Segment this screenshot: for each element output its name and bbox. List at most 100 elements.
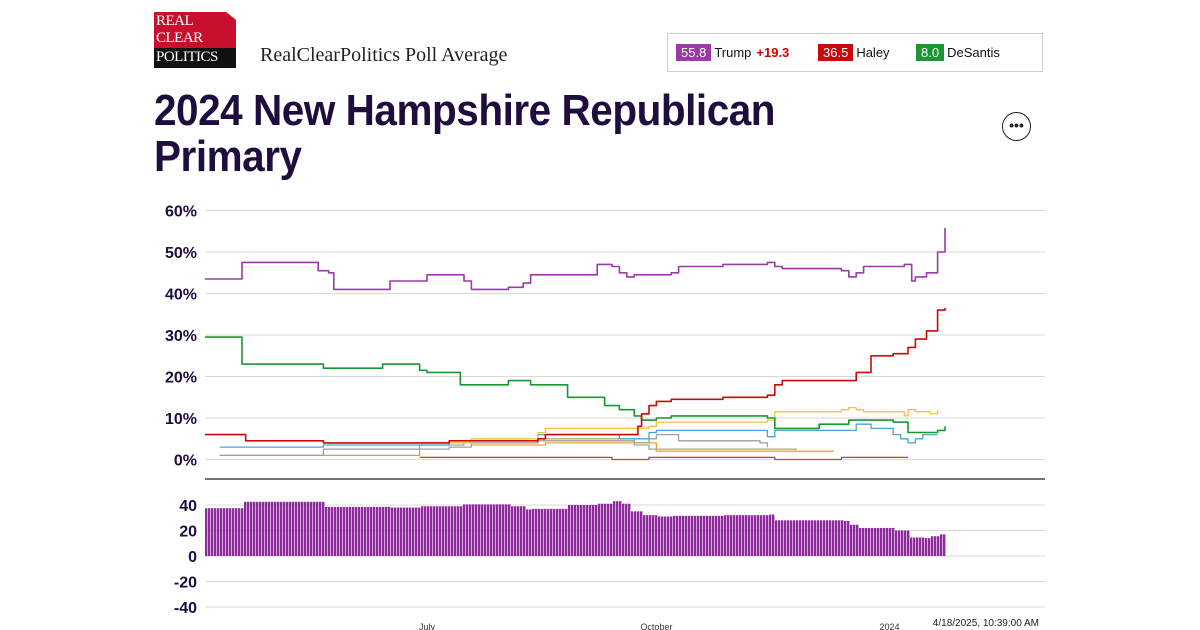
spread-bar — [859, 527, 862, 556]
spread-bar — [268, 501, 271, 556]
spread-bar — [577, 505, 580, 556]
spread-bar — [262, 501, 265, 556]
more-options-button[interactable]: ••• — [1002, 112, 1031, 141]
legend-desantis[interactable]: 8.0 DeSantis — [916, 44, 1000, 61]
legend-trump[interactable]: 55.8 Trump +19.3 — [676, 44, 789, 61]
spread-bar — [544, 508, 547, 556]
spread-bar — [862, 527, 865, 556]
spread-bar — [916, 537, 919, 556]
spread-bar — [757, 515, 760, 556]
series-line-desantis[interactable] — [205, 336, 946, 434]
spread-bar — [430, 506, 433, 556]
spread-bar — [880, 527, 883, 556]
spread-bar — [463, 504, 466, 556]
spread-bar — [691, 515, 694, 556]
spread-bar — [472, 504, 475, 556]
series-line-burgum[interactable] — [419, 442, 834, 452]
spread-bar — [850, 524, 853, 556]
spread-bar — [526, 509, 529, 556]
spread-bar — [808, 520, 811, 556]
spread-bar — [559, 508, 562, 556]
spread-bar — [520, 506, 523, 556]
spread-bar — [631, 511, 634, 556]
spread-bar — [730, 515, 733, 556]
series-line-christie[interactable] — [419, 406, 939, 444]
spread-bar — [388, 506, 391, 556]
spread-bar — [238, 508, 241, 556]
spread-bar — [556, 508, 559, 556]
spread-bar — [919, 537, 922, 556]
spread-bar — [796, 520, 799, 556]
spread-bar — [478, 504, 481, 556]
spread-bar — [427, 506, 430, 556]
spread-bar — [208, 508, 211, 556]
spread-bar — [874, 527, 877, 556]
rcp-logo[interactable]: REAL CLEAR POLITICS — [154, 12, 236, 68]
spread-bar — [709, 515, 712, 556]
spread-bar — [313, 501, 316, 556]
spread-bar — [742, 515, 745, 556]
spread-bar — [565, 508, 568, 556]
spread-bar — [322, 501, 325, 556]
spread-y-tick-label: 20 — [179, 524, 197, 541]
spread-bar — [214, 508, 217, 556]
spread-bar — [706, 515, 709, 556]
series-line-hutchinson[interactable] — [419, 456, 908, 461]
spread-bar — [922, 537, 925, 556]
legend-haley[interactable]: 36.5 Haley — [818, 44, 890, 61]
spread-bar — [271, 501, 274, 556]
spread-bars — [205, 501, 946, 556]
spread-bar — [841, 520, 844, 556]
spread-bar — [685, 515, 688, 556]
spread-bar — [814, 520, 817, 556]
spread-bar — [760, 515, 763, 556]
spread-bar — [658, 516, 661, 556]
spread-bar — [220, 508, 223, 556]
spread-bar — [724, 515, 727, 556]
spread-bar — [823, 520, 826, 556]
spread-bar — [649, 515, 652, 556]
spread-bar — [256, 501, 259, 556]
legend-trump-spread: +19.3 — [756, 45, 790, 60]
spread-bar — [592, 505, 595, 556]
series-line-pence[interactable] — [219, 433, 769, 457]
spread-bar — [694, 515, 697, 556]
logo-line-clear: CLEAR — [156, 30, 203, 46]
legend-desantis-value: 8.0 — [916, 44, 945, 61]
spread-bar — [496, 504, 499, 556]
series-line-trump[interactable] — [205, 227, 946, 291]
spread-bar — [901, 530, 904, 556]
spread-bar — [274, 501, 277, 556]
spread-bar — [799, 520, 802, 556]
spread-bar — [547, 508, 550, 556]
y-tick-label: 0% — [174, 453, 197, 470]
spread-bar — [844, 520, 847, 556]
spread-bar — [769, 514, 772, 556]
spread-bar — [622, 503, 625, 556]
spread-bar — [892, 527, 895, 556]
spread-bar — [634, 511, 637, 556]
spread-bar — [586, 505, 589, 556]
spread-bar — [457, 506, 460, 556]
spread-bar — [421, 506, 424, 556]
spread-bar — [406, 507, 409, 556]
spread-bar — [589, 505, 592, 556]
spread-bar — [826, 520, 829, 556]
spread-bar — [331, 506, 334, 556]
page-title: 2024 New Hampshire Republican Primary — [154, 86, 776, 181]
spread-bar — [907, 530, 910, 556]
spread-bar — [535, 508, 538, 556]
spread-bar — [643, 515, 646, 556]
spread-bar — [394, 507, 397, 556]
spread-bar — [403, 507, 406, 556]
spread-bar — [712, 515, 715, 556]
spread-bar — [295, 501, 298, 556]
logo-line-politics: POLITICS — [156, 49, 218, 65]
spread-bar — [805, 520, 808, 556]
spread-bar — [736, 515, 739, 556]
spread-bar — [409, 507, 412, 556]
spread-bar — [625, 503, 628, 556]
series-line-haley[interactable] — [205, 308, 946, 444]
y-tick-label: 50% — [165, 245, 197, 262]
spread-bar — [718, 515, 721, 556]
